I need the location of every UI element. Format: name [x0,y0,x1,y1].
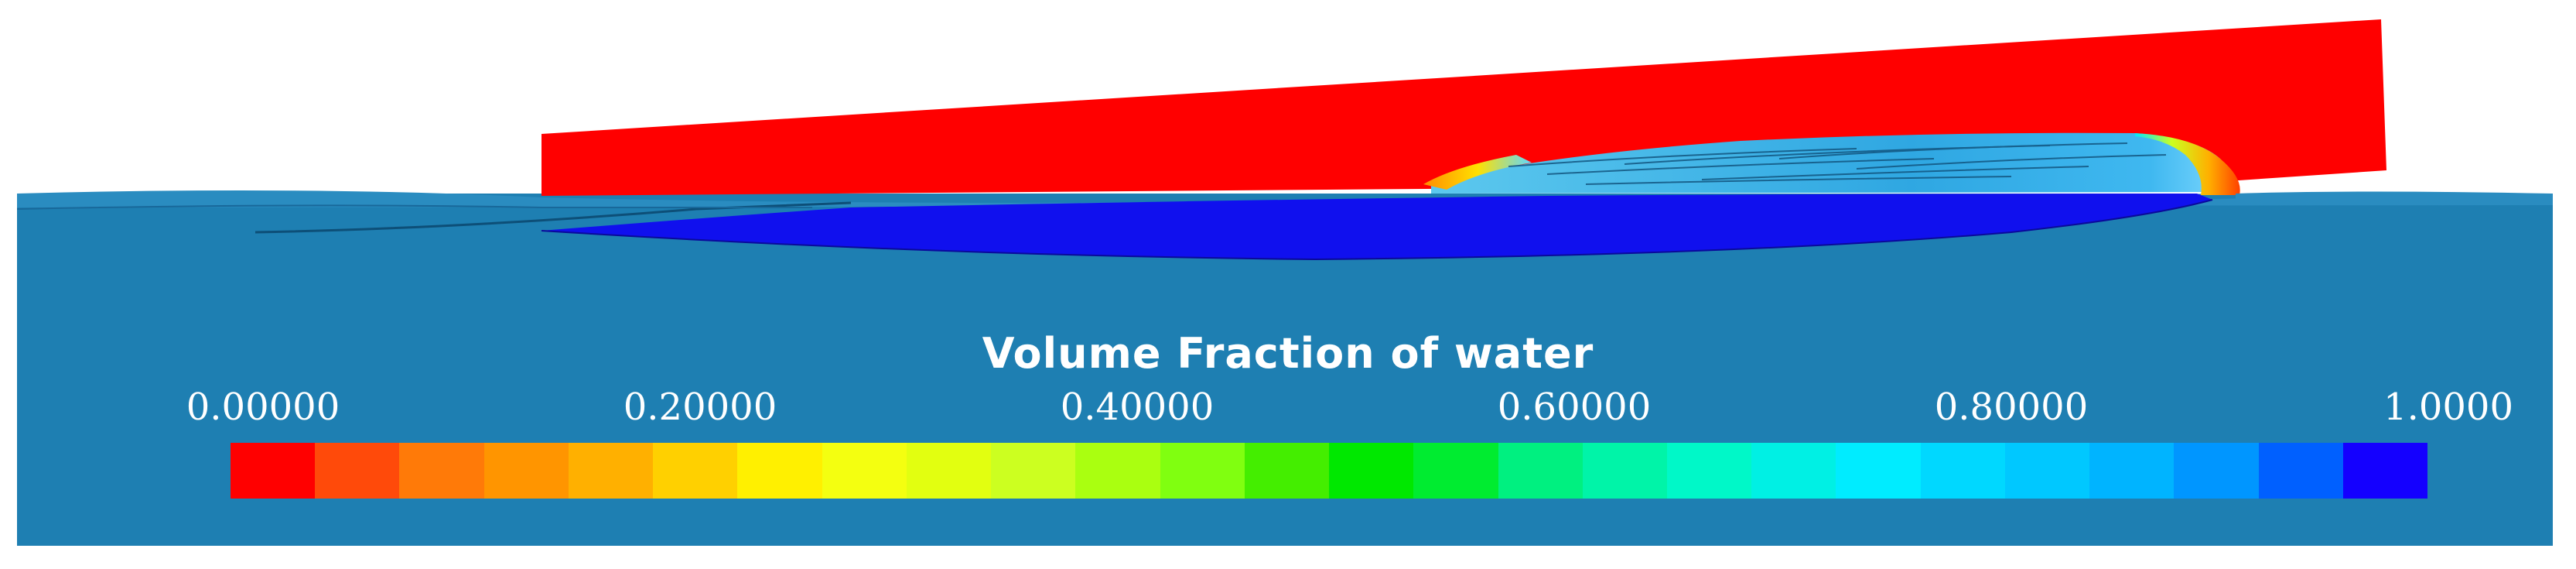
tick-label-0: 0.00000 [186,386,340,429]
colorbar-swatch-21 [2004,443,2090,499]
spray-jet-region [1431,132,2231,194]
colorbar-swatch-10 [1075,443,1160,499]
colorbar-swatch-14 [1413,443,1498,499]
colorbar-swatch-15 [1498,443,1583,499]
colorbar-swatch-1 [315,443,400,499]
colorbar-swatch-0 [231,443,316,499]
colorbar-swatch-3 [483,443,569,499]
colorbar-swatch-7 [822,443,907,499]
colorbar-swatch-11 [1160,443,1245,499]
colorbar-swatch-18 [1751,443,1836,499]
colorbar-swatch-24 [2258,443,2343,499]
colorbar-swatch-20 [1920,443,2005,499]
right-free-surface [2236,191,2553,200]
colorbar-swatch-25 [2342,443,2428,499]
tick-label-1: 0.20000 [623,386,777,429]
surface-line [16,204,812,210]
tick-label-5: 1.0000 [2383,386,2513,429]
spray-front-edge [2135,133,2240,195]
colorbar-swatch-13 [1329,443,1414,499]
colorbar-swatch-17 [1666,443,1752,499]
water-volume-region [542,194,2212,259]
colorbar-swatch-9 [991,443,1076,499]
tick-label-2: 0.40000 [1060,386,1215,429]
colorbar-swatch-22 [2089,443,2175,499]
colorbar-swatch-6 [737,443,822,499]
wake-line [255,201,852,234]
colorbar-swatch-19 [1836,443,1921,499]
colorbar [231,443,2428,499]
colorbar-swatch-16 [1582,443,1667,499]
colorbar-swatch-8 [906,443,992,499]
spray-streaks [1508,142,2167,185]
spray-rear-edge [1423,155,1532,190]
legend-title: Volume Fraction of water [982,329,1594,378]
water-volume-outline [541,199,2213,261]
colorbar-swatch-4 [568,443,654,499]
tick-label-3: 0.60000 [1497,386,1652,429]
colorbar-swatch-12 [1244,443,1330,499]
colorbar-swatch-5 [653,443,738,499]
colorbar-swatch-2 [399,443,484,499]
tick-label-4: 0.80000 [1934,386,2089,429]
colorbar-swatch-23 [2174,443,2259,499]
